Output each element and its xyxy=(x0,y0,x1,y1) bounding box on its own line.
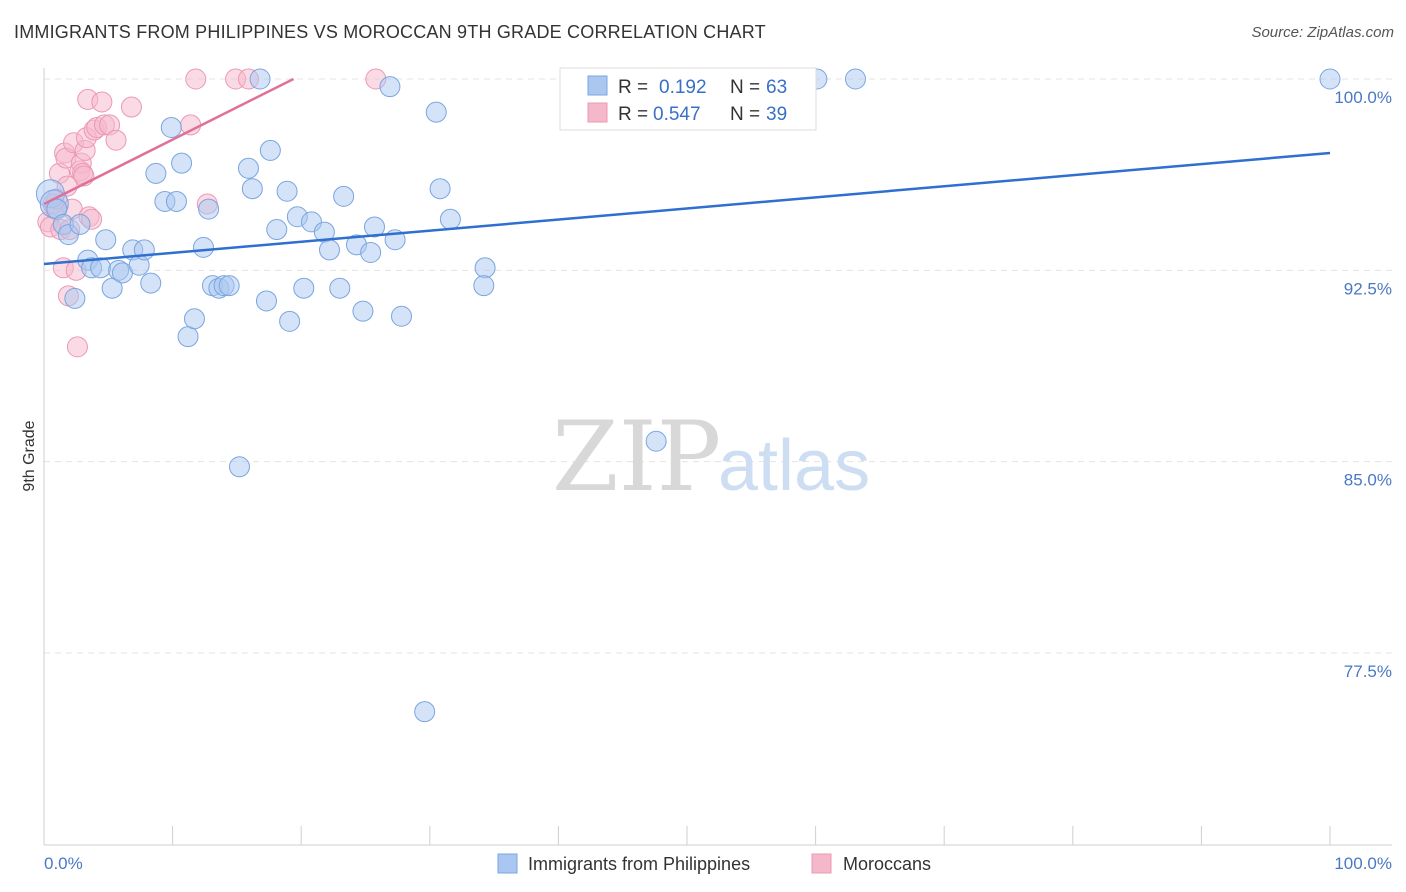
philippines-point-26 xyxy=(198,198,220,220)
legend-swatch-moroccans xyxy=(587,102,608,123)
philippines-point-53 xyxy=(391,305,413,327)
x-ticks xyxy=(43,826,1331,845)
moroccans-point-32 xyxy=(120,96,142,118)
philippines-point-48 xyxy=(352,300,374,322)
watermark-atlas: atlas xyxy=(718,426,870,506)
y-tick-label-0: 100.0% xyxy=(1334,88,1392,107)
philippines-point-58 xyxy=(474,257,496,279)
philippines-point-50 xyxy=(364,216,386,238)
chart-title: IMMIGRANTS FROM PHILIPPINES VS MOROCCAN … xyxy=(14,22,766,42)
legend-n-label-2: N = xyxy=(730,104,760,125)
philippines-point-45 xyxy=(329,277,351,299)
bottom-legend: Immigrants from Philippines Moroccans xyxy=(497,853,931,874)
philippines-point-37 xyxy=(266,219,288,241)
y-tick-label-1: 92.5% xyxy=(1344,279,1392,298)
philippines-point-30 xyxy=(218,275,240,297)
philippines-point-5 xyxy=(64,287,86,309)
legend-r-value-2: 0.547 xyxy=(653,104,701,125)
philippines-point-22 xyxy=(171,152,193,174)
chart-source: Source: ZipAtlas.com xyxy=(1251,24,1394,41)
philippines-point-31 xyxy=(228,456,250,478)
bottom-legend-label-philippines: Immigrants from Philippines xyxy=(528,854,750,874)
legend-swatch-philippines xyxy=(587,75,608,96)
philippines-point-20 xyxy=(160,116,182,138)
philippines-point-54 xyxy=(414,701,436,723)
philippines-point-57 xyxy=(439,208,461,230)
philippines-point-18 xyxy=(145,162,167,184)
y-tick-labels: 100.0% 92.5% 85.0% 77.5% xyxy=(1334,88,1392,681)
philippines-point-35 xyxy=(255,290,277,312)
bottom-legend-swatch-moroccans xyxy=(811,853,832,874)
philippines-point-36 xyxy=(259,139,281,161)
philippines-point-10 xyxy=(95,229,117,251)
philippines-point-21 xyxy=(165,190,187,212)
x-tick-label-min: 0.0% xyxy=(44,854,83,873)
philippines-point-46 xyxy=(333,185,355,207)
y-axis-label: 9th Grade xyxy=(21,420,38,491)
philippines-point-63 xyxy=(1319,68,1341,90)
philippines-point-51 xyxy=(379,76,401,98)
legend-n-value-1: 63 xyxy=(766,77,787,98)
philippines-point-17 xyxy=(140,272,162,294)
trend-lines xyxy=(43,77,1331,266)
philippines-point-6 xyxy=(69,213,91,235)
bottom-legend-swatch-philippines xyxy=(497,853,518,874)
philippines-point-32 xyxy=(237,157,259,179)
moroccans-point-28 xyxy=(91,91,113,113)
moroccans-point-16 xyxy=(66,336,88,358)
philippines-point-56 xyxy=(429,178,451,200)
moroccans-point-34 xyxy=(185,68,207,90)
philippines-point-62 xyxy=(844,68,866,90)
stats-legend: R = 0.192 N = 63 R = 0.547 N = 39 xyxy=(559,67,817,131)
philippines-point-44 xyxy=(318,239,340,261)
philippines-point-25 xyxy=(192,236,214,258)
philippines-point-39 xyxy=(279,310,301,332)
legend-n-value-2: 39 xyxy=(766,104,787,125)
watermark-zip: ZIP xyxy=(552,401,721,513)
philippines-points xyxy=(35,68,1341,723)
philippines-point-33 xyxy=(241,178,263,200)
legend-r-label-1: R = xyxy=(618,77,648,98)
x-tick-label-max: 100.0% xyxy=(1334,854,1392,873)
philippines-trend-line xyxy=(43,151,1331,266)
legend-r-value-1: 0.192 xyxy=(659,77,707,98)
legend-r-label-2: R = xyxy=(618,104,648,125)
philippines-point-38 xyxy=(276,180,298,202)
philippines-point-49 xyxy=(360,241,382,263)
legend-n-label-1: N = xyxy=(730,77,760,98)
philippines-point-60 xyxy=(645,430,667,452)
philippines-point-24 xyxy=(183,308,205,330)
philippines-point-55 xyxy=(425,101,447,123)
philippines-point-41 xyxy=(293,277,315,299)
y-tick-label-3: 77.5% xyxy=(1344,662,1392,681)
y-tick-label-2: 85.0% xyxy=(1344,471,1392,490)
philippines-point-23 xyxy=(177,326,199,348)
philippines-point-34 xyxy=(249,68,271,90)
philippines-point-59 xyxy=(473,275,495,297)
bottom-legend-label-moroccans: Moroccans xyxy=(843,854,931,874)
moroccans-trend-line xyxy=(43,77,295,206)
moroccans-point-31 xyxy=(105,129,127,151)
